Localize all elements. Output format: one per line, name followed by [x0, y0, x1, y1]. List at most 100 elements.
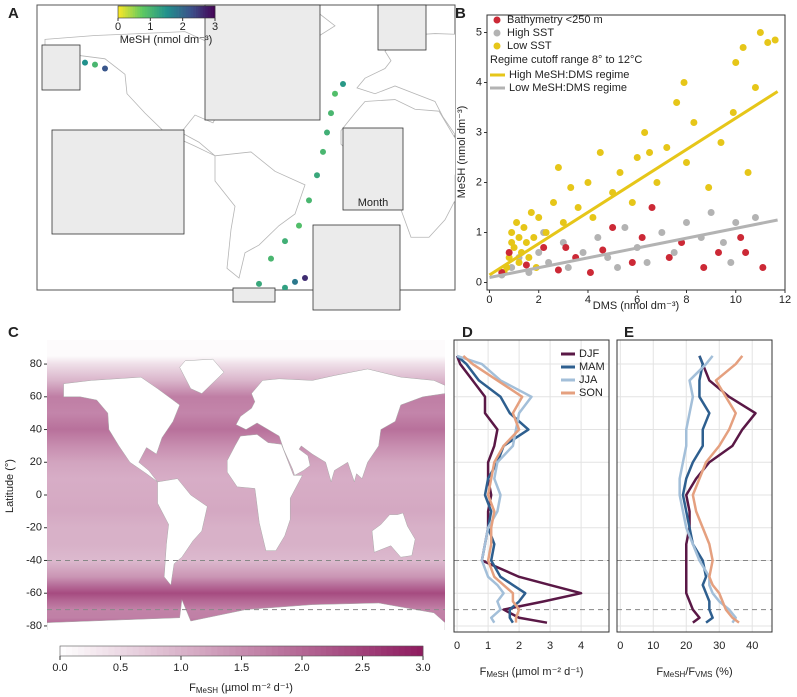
colorbar-cell — [90, 646, 97, 656]
point — [680, 79, 688, 86]
point — [589, 214, 597, 221]
colorbar-cell — [188, 6, 192, 18]
point — [515, 259, 523, 266]
point — [513, 219, 521, 226]
point — [737, 234, 745, 241]
colorbar-cell — [199, 646, 206, 656]
x-axis-label-part: VMS — [695, 670, 712, 679]
point — [673, 99, 681, 106]
y-tick-label: 20 — [30, 456, 42, 468]
colorbar-cell — [190, 6, 194, 18]
x-tick-label: 8 — [683, 294, 689, 306]
y-tick-label: 60 — [30, 391, 42, 403]
y-tick-label: -20 — [26, 522, 42, 534]
profile-line — [685, 355, 757, 624]
colorbar-cell — [217, 646, 224, 656]
colorbar-label: FMeSH (µmol m⁻² d⁻¹) — [189, 682, 293, 695]
colorbar-tick-label: 0 — [115, 21, 121, 33]
colorbar-tick-label: 2.0 — [294, 662, 309, 674]
colorbar-cell — [142, 6, 145, 18]
track-point — [328, 110, 334, 117]
colorbar-cell — [108, 646, 115, 656]
point — [729, 109, 737, 116]
point — [559, 219, 567, 226]
colorbar-cell — [164, 6, 167, 18]
colorbar-tick-label: 2.5 — [355, 662, 370, 674]
colorbar-cell — [156, 646, 164, 656]
point — [579, 249, 587, 256]
point — [596, 149, 604, 156]
colorbar-cell — [168, 6, 172, 18]
point — [643, 259, 651, 266]
point — [705, 184, 713, 191]
point — [542, 229, 550, 236]
colorbar-cell — [193, 646, 200, 656]
colorbar-cell — [147, 6, 150, 18]
point — [508, 229, 516, 236]
colorbar-cell — [187, 646, 194, 656]
y-tick-label: 2 — [476, 176, 482, 188]
x-axis-label-part: F — [656, 666, 663, 678]
x-tick-label: 4 — [585, 294, 591, 306]
x-tick-label: 12 — [779, 294, 791, 306]
point — [756, 29, 764, 36]
profile-line — [462, 354, 524, 623]
colorbar-cell — [168, 646, 176, 656]
point — [739, 44, 747, 51]
colorbar-label-part: F — [189, 682, 196, 694]
point — [759, 264, 767, 271]
colorbar-cell — [173, 6, 177, 18]
panel-label: C — [8, 324, 19, 341]
colorbar-cell — [150, 646, 158, 656]
inset-box — [312, 224, 401, 311]
colorbar-cell — [229, 646, 236, 656]
x-tick-label: 10 — [647, 640, 659, 652]
point — [522, 239, 530, 246]
point — [574, 204, 582, 211]
point — [609, 224, 617, 231]
y-tick-label: 5 — [476, 26, 482, 38]
colorbar-cell — [60, 646, 67, 656]
point — [751, 214, 759, 221]
point — [700, 264, 708, 271]
colorbar-cell — [193, 6, 196, 18]
track-point — [282, 284, 288, 290]
legend-marker — [493, 16, 501, 24]
colorbar-cell — [398, 646, 406, 656]
legend-label: Bathymetry <250 m — [507, 14, 603, 26]
colorbar-cell — [265, 646, 273, 656]
inset-box — [204, 4, 321, 121]
colorbar-cell — [338, 646, 345, 656]
colorbar-cell — [144, 646, 152, 656]
point — [751, 84, 759, 91]
legend-label: SON — [579, 387, 603, 399]
colorbar-cell — [127, 6, 131, 18]
colorbar-cell — [120, 646, 127, 656]
colorbar-cell — [241, 646, 248, 656]
colorbar-cell — [139, 6, 143, 18]
colorbar-cell — [159, 6, 162, 18]
colorbar-cell — [205, 646, 212, 656]
x-tick-label: 10 — [730, 294, 742, 306]
colorbar-cell — [154, 6, 158, 18]
colorbar-cell — [130, 6, 133, 18]
colorbar-cell — [174, 646, 182, 656]
x-axis-label: FMeSH (µmol m⁻² d⁻¹) — [480, 666, 584, 679]
colorbar-cell — [138, 646, 145, 656]
colorbar-cell — [181, 646, 188, 656]
x-axis-label-part: (%) — [712, 666, 732, 678]
point — [554, 164, 562, 171]
track-point — [340, 81, 346, 88]
point — [771, 36, 779, 44]
track-point — [332, 90, 338, 97]
landmass — [214, 151, 306, 279]
point — [641, 129, 649, 136]
point — [505, 249, 513, 256]
colorbar-tick-label: 0.5 — [113, 662, 128, 674]
colorbar-tick-label: 1.5 — [234, 662, 249, 674]
colorbar-cell — [404, 646, 412, 656]
landmass — [226, 434, 303, 551]
y-tick-label: 40 — [30, 423, 42, 435]
point — [594, 234, 602, 241]
